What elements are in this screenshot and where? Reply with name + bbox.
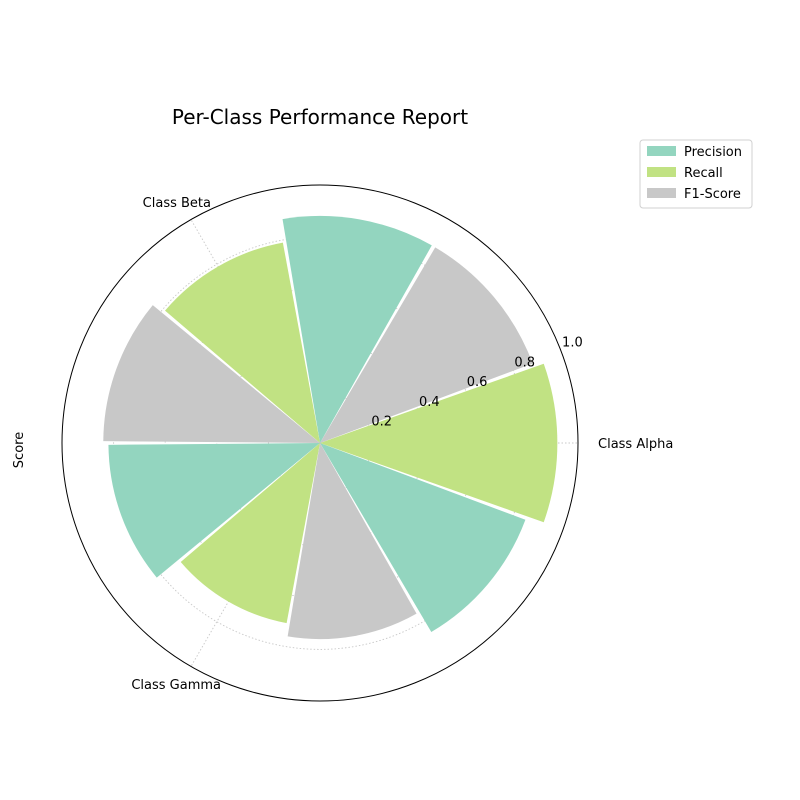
legend-swatch [647,188,676,198]
chart-title: Per-Class Performance Report [172,105,468,129]
bar-recall-1 [320,363,558,523]
bars [103,215,558,640]
r-tick-label: 0.6 [467,375,488,390]
r-tick-label: 1.0 [562,336,583,351]
polar-frame [61,184,579,702]
category-label: Class Beta [143,196,211,211]
legend-swatch [647,146,676,156]
bar-precision-1 [320,443,526,632]
legend-label: Precision [684,145,742,160]
bar-recall-3 [180,443,320,624]
bar-f1-score-1 [320,247,533,443]
bar-f1-score-3 [287,443,417,640]
legend-label: F1-Score [684,187,741,202]
legend-swatch [647,167,676,177]
y-axis-label: Score [12,432,27,468]
r-tick-label: 0.4 [419,395,440,410]
bar-precision-2 [282,215,432,443]
category-label: Class Gamma [131,678,221,693]
r-tick-label: 0.2 [371,415,392,430]
bar-recall-2 [165,242,320,443]
legend-label: Recall [684,166,723,181]
radial-ticks: 0.2 0.4 0.6 0.8 1.0 [371,336,582,430]
bar-f1-score-2 [103,305,320,443]
r-tick-label: 0.8 [514,355,535,370]
category-label: Class Alpha [598,437,673,452]
legend: Precision Recall F1-Score [639,139,753,209]
category-labels: Class Alpha Class Beta Class Gamma [131,196,673,693]
bar-precision-3 [108,443,320,578]
